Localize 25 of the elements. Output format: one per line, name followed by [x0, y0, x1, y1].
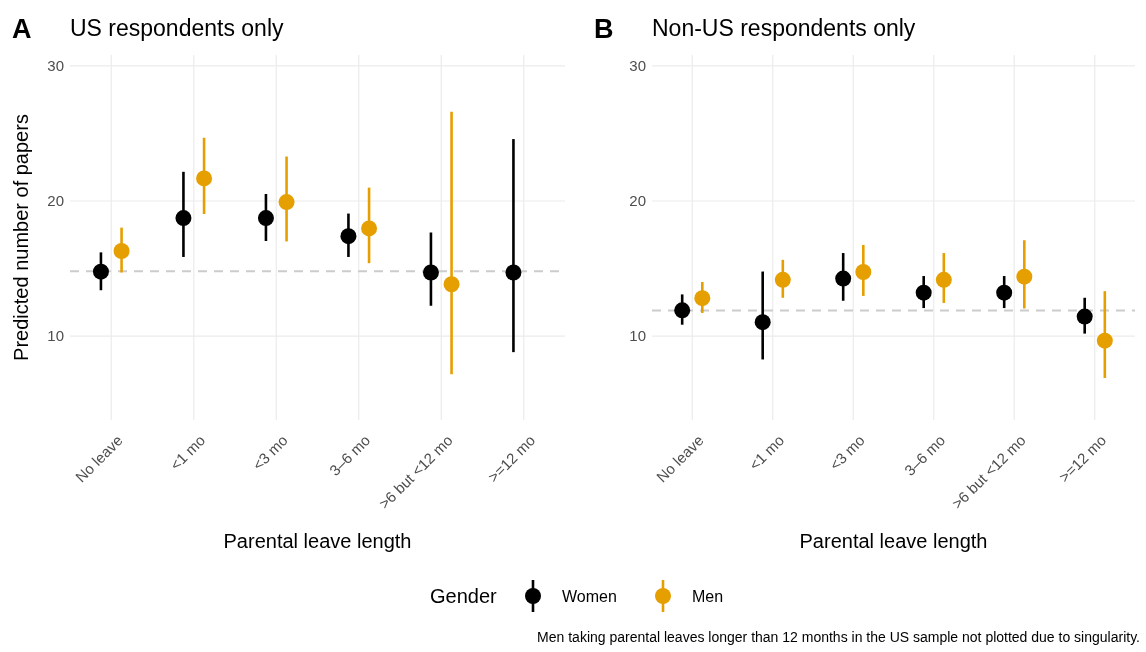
chart-title: Non-US respondents only [652, 15, 916, 41]
x-tick-label: >6 but <12 mo [375, 431, 456, 512]
legend-label: Women [562, 587, 617, 605]
chart-title: US respondents only [70, 15, 285, 41]
x-tick-label: >6 but <12 mo [948, 431, 1029, 512]
x-tick-label: 3–6 mo [325, 431, 374, 479]
y-tick-label: 30 [629, 57, 646, 75]
x-tick-label: <1 mo [745, 431, 788, 474]
text: B [594, 14, 614, 44]
x-tick-label: <3 mo [249, 431, 291, 474]
legend-title: Gender [430, 585, 498, 607]
y-tick-label: 20 [629, 192, 646, 210]
y-tick-label: 30 [47, 57, 64, 75]
text: Men taking parental leaves longer than 12 months in the US sample not plotted due to singularity. [537, 629, 1140, 645]
x-tick-label: <3 mo [826, 431, 868, 474]
text: A [12, 14, 32, 44]
y-tick-label: 10 [47, 327, 64, 345]
x-axis-title: Parental leave length [223, 530, 412, 552]
legend-label: Men [692, 587, 724, 605]
y-tick-label: 20 [47, 192, 64, 210]
x-tick-label: 3–6 mo [900, 431, 949, 479]
y-axis-title: Predicted number of papers [10, 114, 32, 361]
y-tick-label: 10 [629, 327, 646, 345]
x-axis-title: Parental leave length [799, 530, 988, 552]
x-tick-label: <1 mo [166, 431, 209, 474]
